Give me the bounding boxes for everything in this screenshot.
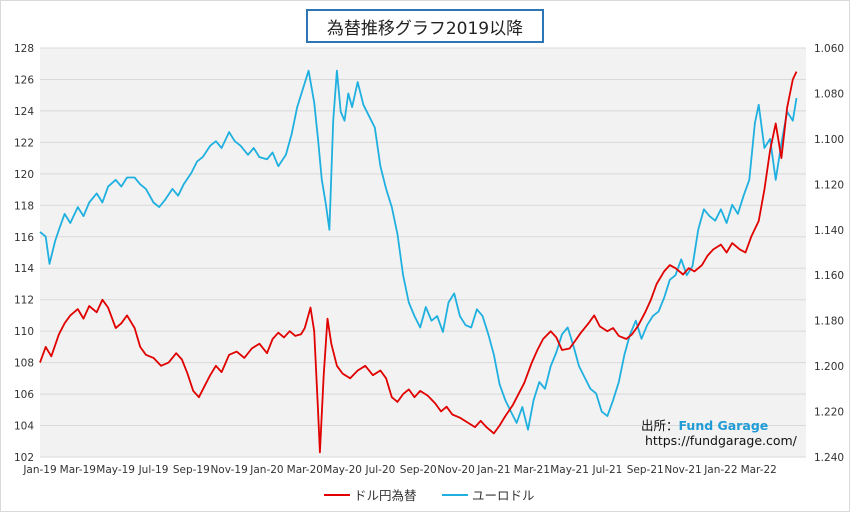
y-left-tick-label: 116 bbox=[14, 232, 34, 244]
y-left-tick-label: 112 bbox=[14, 295, 34, 307]
y-left-tick-label: 108 bbox=[14, 358, 34, 370]
x-tick-label: Nov-19 bbox=[210, 464, 247, 476]
y-left-tick-label: 104 bbox=[14, 421, 34, 433]
legend-item-usdjpy: ドル円為替 bbox=[324, 485, 417, 504]
legend: ドル円為替 ユーロドル bbox=[0, 482, 850, 504]
x-tick-label: Jan-21 bbox=[476, 464, 510, 476]
x-tick-label: Jan-20 bbox=[249, 464, 283, 476]
y-right-tick-label: 1.160 bbox=[814, 270, 844, 282]
x-tick-label: Sep-19 bbox=[173, 464, 210, 476]
legend-label-usdjpy: ドル円為替 bbox=[354, 488, 417, 503]
x-tick-label: Sep-20 bbox=[400, 464, 437, 476]
legend-swatch-usdjpy bbox=[324, 493, 350, 496]
y-left-tick-label: 118 bbox=[14, 200, 34, 212]
series-line-eurusd bbox=[39, 69, 798, 431]
y-left-tick-label: 128 bbox=[14, 43, 34, 55]
chart-title-text: 為替推移グラフ2019以降 bbox=[326, 18, 524, 39]
y-axis-left: 102 104 106 108 110 112 114 116 118 120 122 124 126 1… bbox=[14, 43, 34, 464]
x-tick-label: Jul-21 bbox=[591, 464, 622, 476]
x-tick-label: Jan-22 bbox=[703, 464, 737, 476]
y-axis-right: 1.060 1.080 1.100 1.120 1.140 1.160 1.180 1.200… bbox=[814, 43, 844, 464]
y-left-tick-label: 102 bbox=[14, 452, 34, 464]
y-right-tick-label: 1.240 bbox=[814, 452, 844, 464]
x-tick-label: May-19 bbox=[96, 464, 135, 476]
gridlines bbox=[40, 47, 806, 458]
x-tick-label: Mar-20 bbox=[287, 464, 323, 476]
y-left-tick-label: 110 bbox=[14, 326, 34, 338]
chart-title: 為替推移グラフ2019以降 bbox=[306, 9, 544, 43]
y-right-tick-label: 1.180 bbox=[814, 316, 844, 328]
y-right-tick-label: 1.140 bbox=[814, 225, 844, 237]
plot-area bbox=[40, 48, 806, 457]
y-left-tick-label: 124 bbox=[14, 106, 34, 118]
y-left-tick-label: 126 bbox=[14, 74, 34, 86]
y-right-tick-label: 1.060 bbox=[814, 43, 844, 55]
y-left-tick-label: 120 bbox=[14, 169, 34, 181]
x-tick-label: Jul-20 bbox=[365, 464, 396, 476]
legend-item-eurusd: ユーロドル bbox=[442, 485, 535, 504]
x-tick-label: Jan-19 bbox=[22, 464, 56, 476]
y-left-tick-label: 122 bbox=[14, 137, 34, 149]
y-right-tick-label: 1.220 bbox=[814, 407, 844, 419]
source-url: https://fundgarage.com/ bbox=[645, 433, 797, 448]
x-tick-label: Mar-21 bbox=[514, 464, 550, 476]
x-tick-label: May-20 bbox=[323, 464, 362, 476]
y-left-tick-label: 106 bbox=[14, 389, 34, 401]
x-tick-label: Nov-21 bbox=[664, 464, 701, 476]
source-name: Fund Garage bbox=[678, 418, 769, 433]
y-left-tick-label: 114 bbox=[14, 263, 34, 275]
series-line-usdjpy bbox=[39, 71, 798, 454]
y-right-tick-label: 1.080 bbox=[814, 88, 844, 100]
x-tick-label: Jul-19 bbox=[138, 464, 169, 476]
legend-label-eurusd: ユーロドル bbox=[472, 488, 535, 503]
x-tick-label: Mar-22 bbox=[741, 464, 777, 476]
x-axis: Jan-19 Mar-19 May-19 Jul-19 Sep-19 Nov-19 Jan-… bbox=[22, 464, 777, 476]
x-tick-label: Nov-20 bbox=[437, 464, 474, 476]
y-right-tick-label: 1.120 bbox=[814, 179, 844, 191]
y-right-tick-label: 1.100 bbox=[814, 134, 844, 146]
x-tick-label: Sep-21 bbox=[627, 464, 664, 476]
x-tick-label: May-21 bbox=[550, 464, 589, 476]
source-credit: 出所：Fund Garage bbox=[641, 415, 768, 434]
y-right-tick-label: 1.200 bbox=[814, 361, 844, 373]
source-prefix: 出所： bbox=[641, 418, 679, 433]
legend-swatch-eurusd bbox=[442, 493, 468, 496]
x-tick-label: Mar-19 bbox=[60, 464, 96, 476]
series-layer bbox=[39, 69, 798, 454]
